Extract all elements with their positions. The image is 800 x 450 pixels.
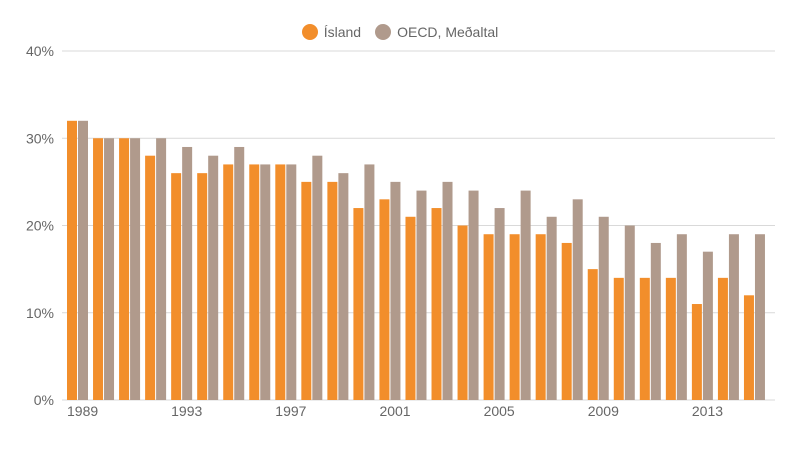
bar-iceland	[743, 295, 754, 400]
bar-iceland	[379, 199, 390, 400]
bar-iceland	[119, 138, 130, 400]
bar-oecd	[676, 234, 687, 400]
bar-iceland	[613, 277, 624, 400]
x-tick-label: 2005	[484, 403, 515, 419]
bar-oecd	[156, 138, 167, 400]
bar-oecd	[338, 173, 349, 400]
bar-iceland	[145, 155, 156, 400]
bar-iceland	[67, 120, 77, 401]
bar-oecd	[208, 155, 219, 400]
bar-iceland	[457, 225, 468, 400]
bar-oecd	[416, 190, 427, 400]
bar-iceland	[535, 234, 546, 400]
bar-oecd	[182, 146, 193, 400]
bar-oecd	[572, 199, 583, 400]
x-tick-label: 1997	[275, 403, 306, 419]
bar-oecd	[754, 234, 765, 400]
bar-oecd	[364, 164, 375, 400]
bar-iceland	[327, 181, 338, 400]
bar-oecd	[468, 190, 479, 400]
x-tick-label: 2001	[379, 403, 410, 419]
legend-swatch	[301, 24, 318, 40]
bar-oecd	[286, 164, 297, 400]
bar-iceland	[431, 208, 442, 400]
bar-iceland	[717, 277, 728, 400]
y-tick-label: 30%	[26, 130, 54, 146]
bar-iceland	[197, 173, 208, 400]
x-tick-label: 2009	[588, 403, 619, 419]
bar-iceland	[509, 234, 520, 400]
y-tick-label: 0%	[34, 392, 54, 408]
bar-oecd	[312, 155, 323, 400]
legend-item-oecd[interactable]: OECD, Meðaltal	[375, 24, 498, 40]
bar-iceland	[275, 164, 286, 400]
bar-iceland	[301, 181, 312, 400]
bar-oecd	[546, 216, 557, 400]
bar-iceland	[353, 208, 364, 400]
legend-label: OECD, Meðaltal	[397, 24, 499, 40]
bar-oecd	[78, 120, 88, 401]
bar-oecd	[728, 234, 739, 400]
bar-oecd	[390, 181, 401, 400]
bar-oecd	[624, 225, 635, 400]
legend: Ísland OECD, Meðaltal	[0, 24, 800, 40]
bar-oecd	[598, 216, 609, 400]
bar-iceland	[249, 164, 260, 400]
legend-label: Ísland	[323, 24, 362, 40]
y-tick-label: 20%	[26, 218, 54, 234]
bar-oecd	[702, 251, 713, 400]
bar-iceland	[405, 216, 416, 400]
bar-oecd	[104, 138, 115, 400]
bar-oecd	[260, 164, 271, 400]
bar-oecd	[520, 190, 531, 400]
legend-item-iceland[interactable]: Ísland	[301, 24, 362, 40]
bar-iceland	[171, 173, 182, 400]
bar-oecd	[650, 242, 661, 400]
legend-swatch	[375, 24, 392, 40]
bar-iceland	[483, 234, 494, 400]
bar-iceland	[223, 164, 234, 400]
x-tick-label: 1989	[67, 403, 98, 419]
bar-iceland	[665, 277, 676, 400]
bar-iceland	[93, 138, 104, 400]
bar-iceland	[639, 277, 650, 400]
bar-iceland	[587, 269, 598, 400]
bar-oecd	[442, 181, 453, 400]
y-tick-label: 40%	[26, 43, 54, 59]
x-tick-label: 1993	[171, 403, 202, 419]
bar-iceland	[691, 304, 702, 400]
x-tick-label: 2013	[692, 403, 723, 419]
bar-iceland	[561, 242, 572, 400]
bar-oecd	[494, 208, 505, 400]
bar-oecd	[234, 146, 245, 400]
y-tick-label: 10%	[26, 305, 54, 321]
bar-oecd	[130, 138, 141, 400]
